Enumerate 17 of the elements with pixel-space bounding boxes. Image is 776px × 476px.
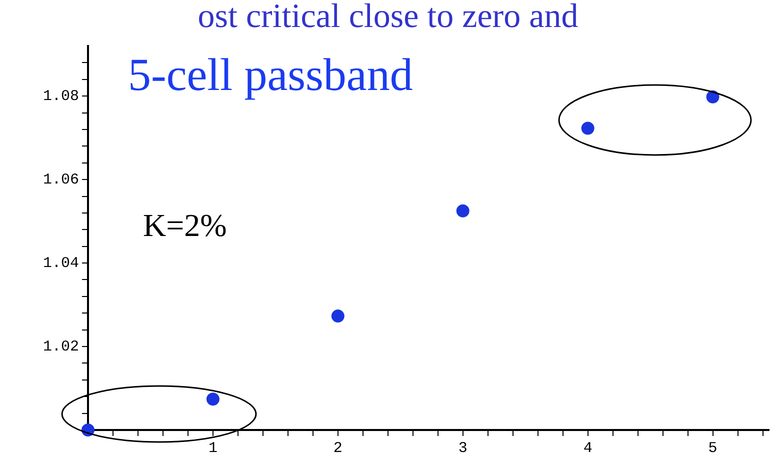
point [456,204,470,218]
point [206,392,220,406]
y-tick-label: 1.04 [42,255,79,272]
x-tick-label: 4 [583,440,592,457]
annotation: 5-cell passband [128,49,413,100]
point [581,122,594,135]
y-tick-label: 1.02 [42,338,79,356]
chart-title: ost critical close to zero and [196,0,580,35]
y-tick-label: 1.08 [42,88,79,106]
x-tick-label: 5 [708,440,718,457]
y-tick-label: 1.06 [42,172,79,189]
x-tick-label: 1 [208,440,218,457]
annotation: K=2% [143,207,227,243]
point [331,310,344,323]
point [706,90,720,104]
x-tick-label: 3 [458,440,468,457]
x-tick-label: 2 [333,440,342,457]
